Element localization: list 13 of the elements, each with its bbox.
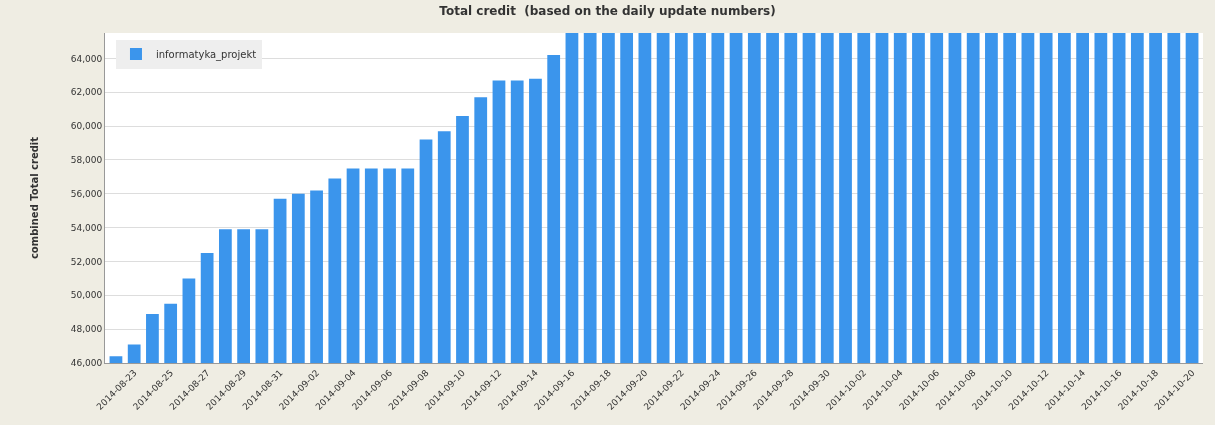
y-tick-label: 62,000 — [70, 87, 103, 98]
y-tick-label: 56,000 — [70, 188, 103, 199]
y-tick-label: 54,000 — [70, 222, 103, 233]
y-axis-title: combined Total credit — [28, 136, 40, 260]
y-tick-label: 46,000 — [70, 358, 103, 369]
y-tick-label: 64,000 — [70, 53, 103, 64]
y-tick-label: 58,000 — [70, 155, 103, 166]
chart-title: Total credit (based on the daily update numbers) — [439, 3, 776, 18]
y-tick-label: 50,000 — [70, 290, 103, 301]
y-tick-label: 60,000 — [70, 121, 103, 132]
y-tick-label: 48,000 — [70, 324, 103, 335]
legend-label: informatyka_projekt — [155, 49, 257, 61]
y-tick-label: 52,000 — [70, 256, 103, 267]
